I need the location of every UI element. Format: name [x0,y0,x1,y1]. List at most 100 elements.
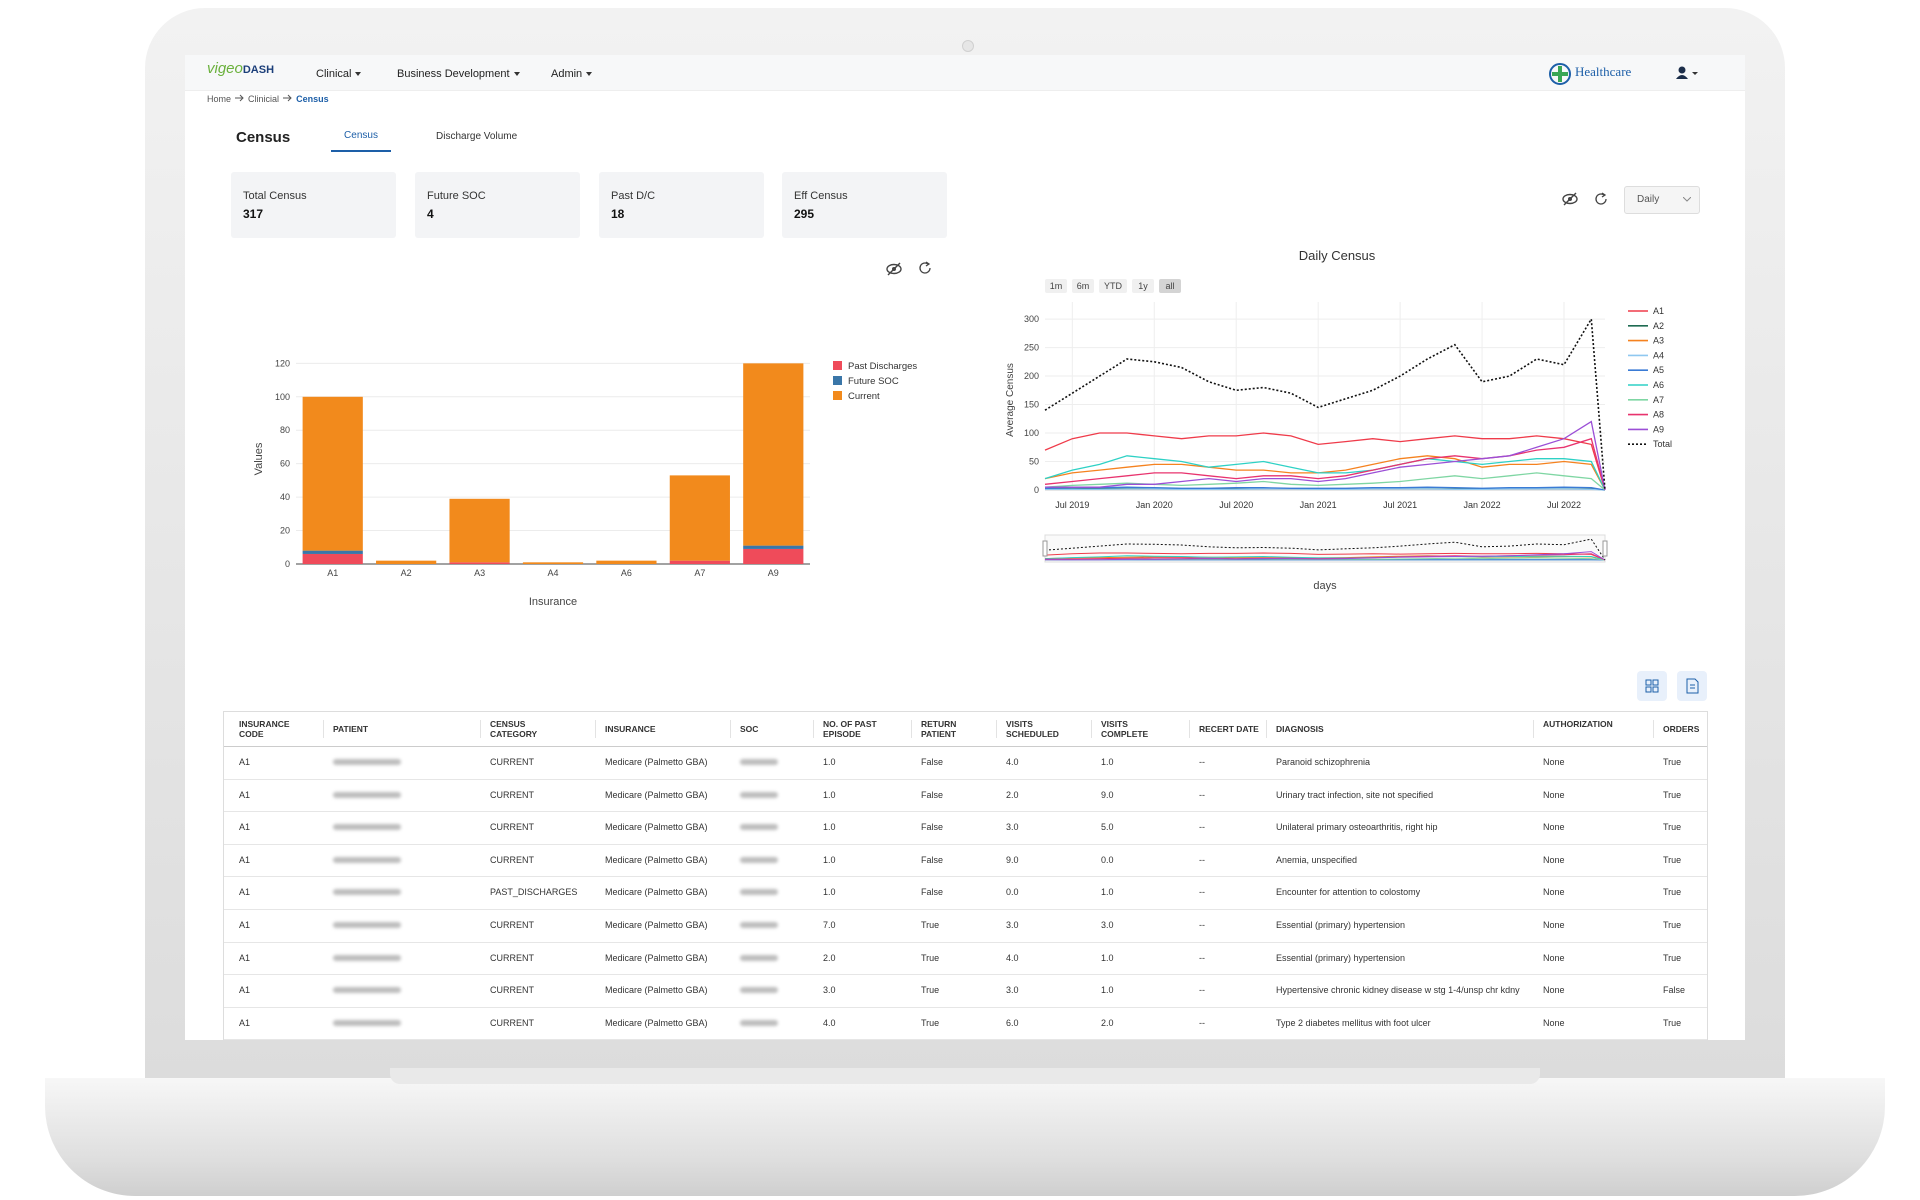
x-tick-label: A3 [474,568,485,578]
series-line [1044,486,1606,491]
redacted-cell [740,824,778,831]
refresh-button[interactable] [916,259,934,277]
table-cell: None [1543,985,1565,996]
table-cell: True [1663,920,1682,930]
column-header[interactable]: SOC [740,724,759,734]
slider-line [1045,551,1606,561]
table-cell: Unilateral primary osteoarthritis, right… [1276,822,1438,833]
x-tick-label: A6 [621,568,632,578]
nav-bar [185,55,1745,91]
table-cell: None [1543,822,1565,833]
nav-clinical[interactable]: Clinical [316,68,362,80]
summary-card: Past D/C 18 [599,172,764,238]
column-header[interactable]: ORDERS [1663,724,1700,734]
crumb[interactable]: Home [207,94,232,104]
refresh-button[interactable] [1592,190,1610,208]
user-menu[interactable] [1676,66,1702,82]
column-header[interactable]: INSURANCE CODE [239,719,290,739]
slider-handle[interactable] [1042,540,1048,557]
redacted-cell [333,987,401,994]
slider-handle[interactable] [1602,540,1608,557]
y-tick-label: 0 [285,559,290,569]
range-button[interactable] [1072,279,1094,293]
tab[interactable]: Discharge Volume [436,131,517,142]
x-tick-label: Jan 2021 [1300,500,1337,510]
range-button-label: 1m [1050,281,1063,291]
crumb-current: Census [296,94,329,104]
y-tick-label: 100 [275,392,290,402]
table-cell: Essential (primary) hypertension [1276,952,1406,963]
card-label: Future SOC [427,190,486,202]
column-divider [1091,720,1092,738]
legend-label: A4 [1653,350,1664,360]
card-value: 295 [794,207,815,221]
table-cell: None [1543,920,1565,930]
table-cell: True [1663,789,1682,800]
column-header[interactable]: RECERT DATE [1199,724,1259,734]
table-cell: CURRENT [490,1017,534,1028]
table-cell: A1 [239,757,251,767]
table-cell: -- [1199,1017,1205,1028]
y-tick-label: 120 [275,358,290,368]
table-cell: True [1663,854,1682,865]
tab-active[interactable]: Census [331,130,391,152]
redacted-cell [333,1019,401,1026]
table-cell: Medicare (Palmetto GBA) [605,757,708,767]
table-cell: A1 [239,952,251,963]
y-tick-label: 250 [1024,343,1039,353]
column-header[interactable]: VISITS SCHEDULED [1006,719,1059,739]
slider-line [1044,555,1606,561]
column-divider [323,720,324,738]
hide-button[interactable] [1561,190,1581,208]
column-header[interactable]: AUTHORIZATION [1543,719,1613,729]
x-tick-label: A7 [694,568,705,578]
table-cell: False [921,887,944,898]
redacted-cell [333,889,401,896]
table-cell: 2.0 [823,952,836,963]
column-header[interactable]: CENSUS CATEGORY [490,719,538,739]
brand[interactable]: vigeoDASH [207,60,274,77]
redacted-cell [333,791,401,798]
redacted-cell [333,922,401,928]
redacted-cell [333,824,401,831]
range-button[interactable] [1132,279,1154,293]
legend-label: Future SOC [848,376,899,387]
column-header[interactable]: INSURANCE [605,724,656,734]
table-cell: CURRENT [490,985,534,996]
table-cell: Medicare (Palmetto GBA) [605,920,708,930]
bar-segment [302,396,363,551]
column-header[interactable]: PATIENT [333,724,369,734]
nav-admin[interactable]: Admin [551,68,593,80]
hide-button[interactable] [885,260,905,278]
column-header[interactable]: RETURN PATIENT [921,719,957,739]
column-divider [996,720,997,738]
y-tick-label: 50 [1029,457,1039,467]
grid-view-button[interactable] [1637,671,1667,701]
column-header[interactable]: VISITS COMPLETE [1101,719,1149,739]
table-cell: 9.0 [1006,854,1019,865]
legend-label: Past Discharges [848,361,917,372]
table-cell: A1 [239,854,251,865]
crumb[interactable]: Clinicial [248,94,280,104]
export-button[interactable] [1677,671,1707,701]
caret [355,72,362,77]
nav-label: Business Development [397,68,510,80]
period-select[interactable]: Daily [1624,186,1700,214]
column-header[interactable]: DIAGNOSIS [1276,724,1324,734]
partner-icon [1549,63,1571,85]
table-cell: True [1663,887,1682,898]
range-button-label: 6m [1077,281,1090,291]
table-cell: False [1663,985,1686,996]
range-button[interactable] [1099,279,1127,293]
bar-segment [302,553,363,564]
range-button[interactable] [1159,279,1181,293]
nav-business[interactable]: Business Development [397,68,520,80]
table-row [224,909,1707,943]
table-cell: CURRENT [490,952,534,963]
series-line [1044,455,1606,491]
range-button[interactable] [1045,279,1067,293]
bar-segment [522,562,584,564]
table-cell: Medicare (Palmetto GBA) [605,887,708,898]
bar-segment [302,550,363,554]
column-header[interactable]: NO. OF PAST EPISODE [823,719,877,739]
